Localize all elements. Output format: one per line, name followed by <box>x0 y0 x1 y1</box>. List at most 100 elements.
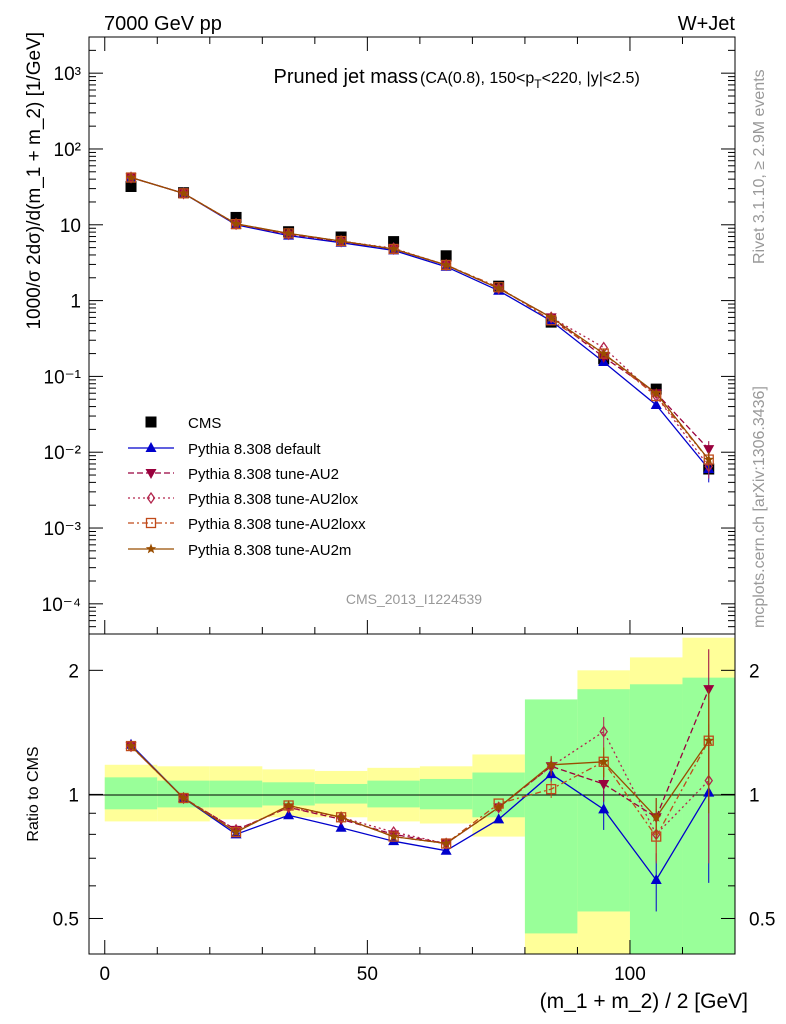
main-y-tick-label: 10⁻² <box>44 443 82 464</box>
legend-label-au2m: Pythia 8.308 tune-AU2m <box>188 542 351 559</box>
ratio-point-pythia-8-308-tune-au2m <box>703 735 714 746</box>
legend-marker <box>145 442 157 452</box>
ratio-point-pythia-8-308-tune-au2m <box>440 838 452 848</box>
legend-entry-au2lox: Pythia 8.308 tune-AU2lox <box>128 491 359 508</box>
legend-marker-default <box>128 442 174 452</box>
main-y-tick-label: 10 <box>60 216 81 237</box>
legend: CMS Pythia 8.308 default Pythia 8.308 tu… <box>128 415 366 559</box>
legend-marker <box>145 469 157 479</box>
ratio-line-pythia-8-308-default <box>130 744 710 882</box>
main-point-pythia-8-308-tune-au2m <box>493 282 504 293</box>
ratio-y-tick-label-left: 0.5 <box>53 909 79 930</box>
main-y-ticks: 10⁻⁴ 10⁻³ 10⁻² 10⁻¹ 1 10 10² 10³ <box>42 36 735 635</box>
legend-marker-au2loxx <box>128 517 174 529</box>
legend-marker <box>145 517 157 529</box>
legend-marker <box>145 416 157 428</box>
ratio-point-pythia-8-308-tune-au2m <box>178 792 189 803</box>
main-plot-panel: 10⁻⁴ 10⁻³ 10⁻² 10⁻¹ 1 10 10² 10³ Pruned jet mas… <box>24 32 736 635</box>
ratio-point-pythia-8-308-tune-au2m <box>651 811 662 822</box>
ratio-point-pythia-8-308-tune-au2m <box>388 831 399 841</box>
ratio-point-pythia-8-308-tune-au2m <box>598 756 609 767</box>
legend-marker-au2m <box>128 543 174 554</box>
ratio-point-pythia-8-308-tune-au2lox <box>599 725 608 738</box>
ratio-line-pythia-8-308-tune-au2m <box>130 740 710 845</box>
legend-marker <box>146 491 156 505</box>
main-point-pythia-8-308-tune-au2m <box>283 227 294 238</box>
ratio-point-pythia-8-308-tune-au2m <box>545 759 557 770</box>
main-point-pythia-8-308-tune-au2m <box>703 454 714 464</box>
ratio-y-tick-label-left: 1 <box>68 785 79 806</box>
main-y-tick-label: 10² <box>54 140 81 161</box>
ratio-point-pythia-8-308-default <box>493 813 505 824</box>
ratio-point-pythia-8-308-tune-au2loxx <box>546 783 557 795</box>
main-line-pythia-8-308-tune-au2 <box>130 176 710 450</box>
ratio-y-tick-label-right: 1 <box>749 785 760 806</box>
main-point-pythia-8-308-tune-au2m <box>651 387 662 398</box>
main-series-pythia-8-308-default <box>125 171 715 483</box>
ratio-uncertainty-bands <box>104 637 735 954</box>
legend-entry-au2loxx: Pythia 8.308 tune-AU2loxx <box>128 516 366 533</box>
ratio-point-pythia-8-308-default <box>335 821 347 832</box>
main-title-sub: (CA(0.8), 150<pT<220, |y|<2.5) <box>420 70 640 91</box>
main-point-pythia-8-308-tune-au2m <box>598 348 609 358</box>
ratio-plot-panel: 0.5 0.5 1 1 2 2 0 50 100 Ratio to CMS (m_1 + m_… <box>25 37 775 1013</box>
legend-entry-au2: Pythia 8.308 tune-AU2 <box>128 466 339 483</box>
main-y-tick-label: 10³ <box>54 64 81 85</box>
main-point-pythia-8-308-tune-au2m <box>125 172 137 182</box>
ratio-point-pythia-8-308-tune-au2m <box>335 811 347 822</box>
ratio-series-pythia-8-308-tune-au2m <box>125 689 714 848</box>
main-point-cms <box>440 250 452 262</box>
energy-label: 7000 GeV pp <box>104 13 222 35</box>
legend-entry-au2m: Pythia 8.308 tune-AU2m <box>128 542 351 559</box>
rivet-info-label: Rivet 3.1.10, ≥ 2.9M events <box>751 69 768 264</box>
main-y-tick-label: 1 <box>70 292 81 313</box>
main-point-cms <box>388 236 400 248</box>
ratio-y-axis-label: Ratio to CMS <box>25 746 42 841</box>
main-y-tick-label: 10⁻³ <box>44 519 82 540</box>
main-title-sub-end: <220, |y|<2.5) <box>542 70 640 87</box>
legend-entry-default: Pythia 8.308 default <box>128 441 321 458</box>
mcplots-info-label: mcplots.cern.ch [arXiv:1306.3436] <box>751 386 768 628</box>
ratio-point-pythia-8-308-tune-au2m <box>125 740 137 751</box>
main-y-tick-label: 10⁻¹ <box>44 367 82 388</box>
analysis-watermark: CMS_2013_I1224539 <box>346 591 482 607</box>
process-label: W+Jet <box>678 13 736 35</box>
ratio-band-green <box>524 699 578 934</box>
main-series-pythia-8-308-tune-au2m <box>125 172 714 470</box>
main-point-pythia-8-308-tune-au2m <box>178 187 189 198</box>
main-point-pythia-8-308-tune-au2lox <box>704 460 714 473</box>
x-tick-label: 0 <box>99 964 110 985</box>
legend-marker-au2lox <box>128 491 174 505</box>
main-point-pythia-8-308-tune-au2m <box>335 235 347 246</box>
ratio-band-green <box>209 780 263 808</box>
main-point-pythia-8-308-tune-au2m <box>230 218 242 229</box>
ratio-line-pythia-8-308-tune-au2 <box>130 688 710 845</box>
ratio-point-pythia-8-308-default <box>650 873 662 884</box>
ratio-band-green <box>314 783 368 804</box>
main-point-cms <box>125 180 137 192</box>
x-ticks: 0 50 100 <box>99 37 736 985</box>
ratio-y-tick-label-right: 0.5 <box>749 909 775 930</box>
main-point-pythia-8-308-tune-au2 <box>703 445 715 456</box>
main-point-pythia-8-308-tune-au2m <box>388 243 399 254</box>
main-point-pythia-8-308-tune-au2m <box>440 259 452 270</box>
ratio-band-green <box>104 777 158 810</box>
legend-label-au2lox: Pythia 8.308 tune-AU2lox <box>188 491 359 508</box>
main-title-sub-start: (CA(0.8), 150<p <box>420 70 534 87</box>
ratio-point-pythia-8-308-tune-au2 <box>598 779 610 790</box>
main-series-pythia-8-308-tune-au2lox <box>126 171 714 479</box>
legend-label-au2loxx: Pythia 8.308 tune-AU2loxx <box>188 516 366 533</box>
ratio-y-ticks: 0.5 0.5 1 1 2 2 <box>53 661 776 930</box>
ratio-point-pythia-8-308-default <box>440 844 452 855</box>
ratio-point-pythia-8-308-tune-au2m <box>283 800 294 810</box>
main-y-tick-label: 10⁻⁴ <box>42 595 81 616</box>
legend-label-au2: Pythia 8.308 tune-AU2 <box>188 466 339 483</box>
legend-label-default: Pythia 8.308 default <box>188 441 321 458</box>
legend-label-cms: CMS <box>188 415 221 432</box>
ratio-point-pythia-8-308-default <box>283 809 295 820</box>
ratio-plot-marks <box>125 649 715 912</box>
main-point-pythia-8-308-tune-au2m <box>545 311 557 322</box>
x-tick-label: 100 <box>614 964 646 985</box>
main-plot-marks <box>125 171 715 483</box>
